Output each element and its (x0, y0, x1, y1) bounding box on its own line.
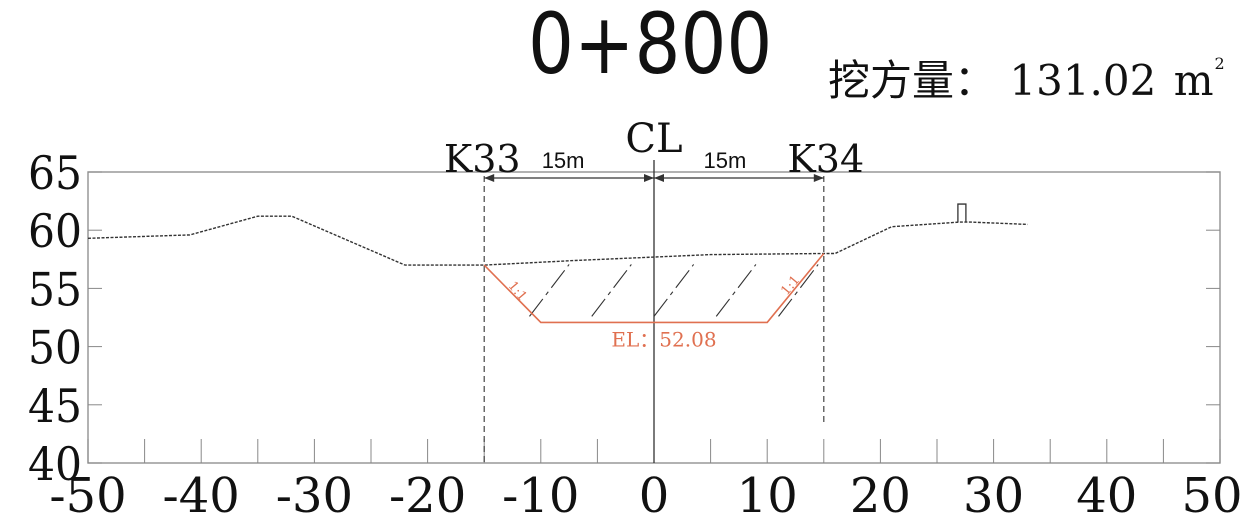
left-slope-label: 1:1 (505, 279, 530, 305)
y-minor-ticks (88, 171, 1220, 464)
hatch-line (653, 264, 695, 317)
hatch-line (715, 264, 757, 317)
arrowhead (813, 174, 824, 182)
x-tick-label: -30 (276, 468, 353, 521)
post-symbol (957, 203, 967, 223)
x-tick-label: -40 (163, 468, 240, 521)
ground-profile-line (87, 215, 1028, 266)
cut-hatching (529, 264, 819, 317)
arrowhead (654, 174, 664, 182)
y-tick-label: 60 (28, 204, 82, 258)
y-tick-label: 40 (28, 437, 82, 491)
arrowhead (644, 174, 654, 182)
excavation-unit-sup: 2 (1214, 54, 1225, 73)
left-width-label: 15m (542, 148, 585, 173)
design-section-line (483, 252, 825, 324)
excavation-label: 挖方量： (828, 56, 997, 105)
hatch-line (529, 264, 570, 317)
k33-label: K33 (444, 137, 521, 181)
x-tick-label: -50 (49, 468, 126, 521)
x-tick-label: 30 (963, 468, 1024, 521)
y-tick-label: 65 (28, 146, 82, 200)
y-tick-label: 50 (28, 321, 82, 375)
x-tick-label: -20 (389, 468, 466, 521)
cl-label: CL (625, 116, 682, 162)
hatch-line (591, 264, 632, 317)
excavation-value: 131.02 (1009, 56, 1157, 105)
y-tick-label: 55 (28, 262, 82, 316)
station-title: 0+800 (528, 0, 773, 93)
excavation-volume: 挖方量： 131.02 m2 (828, 56, 1225, 102)
x-tick-label: 10 (737, 468, 798, 521)
excavation-unit: m (1173, 56, 1214, 105)
x-tick-label: 0 (639, 468, 670, 521)
arrowhead (484, 174, 495, 182)
x-tick-label: 50 (1181, 468, 1242, 521)
k34-label: K34 (787, 137, 864, 181)
y-tick-label: 45 (28, 379, 82, 433)
hatch-line (778, 264, 819, 317)
right-width-label: 15m (704, 148, 747, 173)
x-tick-labels: -50 -40 -30 -20 -10 0 10 20 30 40 50 (49, 468, 1242, 521)
elevation-label: EL：52.08 (611, 327, 716, 351)
right-slope-label: 1:1 (778, 273, 803, 299)
x-tick-label: 40 (1076, 468, 1137, 521)
x-tick-label: 20 (850, 468, 911, 521)
x-tick-label: -10 (502, 468, 579, 521)
